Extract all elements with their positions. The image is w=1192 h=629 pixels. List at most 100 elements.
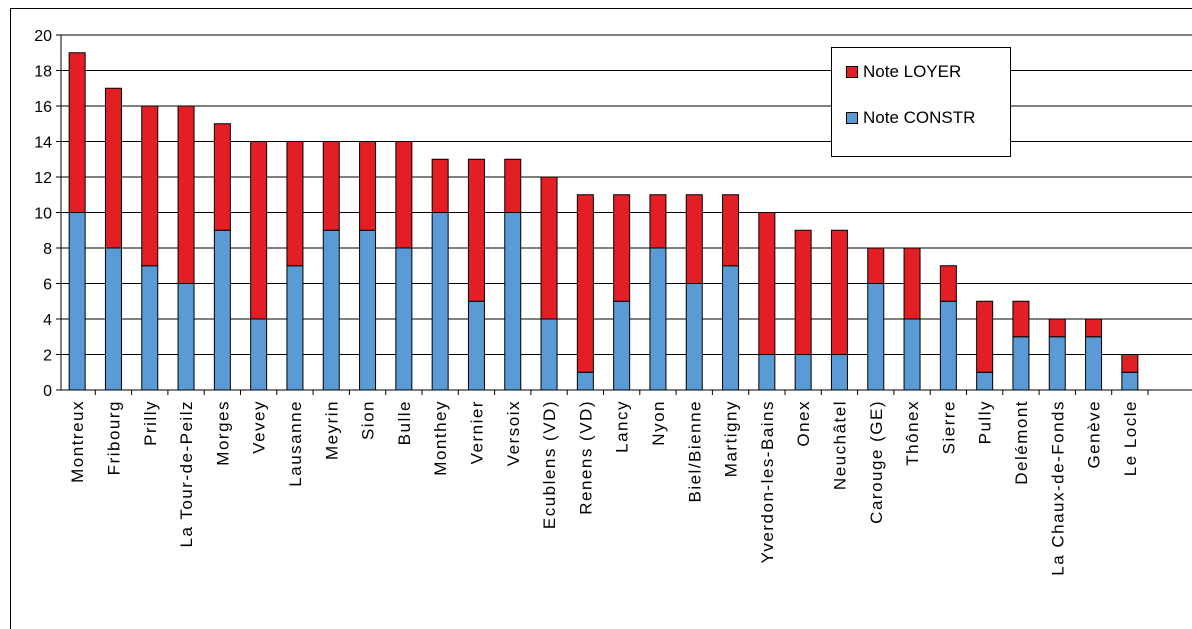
bar-loyer: [213, 123, 231, 231]
legend-label-constr: Note CONSTR: [863, 108, 976, 127]
x-tick-label: La Chaux-de-Fonds: [1048, 400, 1067, 576]
x-tick-label: Vernier: [467, 400, 486, 464]
bar-loyer: [250, 141, 268, 320]
stacked-bar-chart: 0 2 4 6 8 10 12 14 16 18 20 Montreux Fribourg Prilly L…: [34, 28, 1192, 576]
x-tick-label: Sion: [359, 400, 378, 440]
legend-item-constr: Note CONSTR: [846, 108, 975, 128]
bar-constr: [576, 371, 594, 391]
chart-frame: 0 2 4 6 8 10 12 14 16 18 20 Montreux Fribourg Prilly L…: [10, 8, 1192, 629]
bar-loyer: [1121, 354, 1139, 373]
bar-constr: [322, 229, 340, 391]
bar-constr: [613, 300, 631, 391]
x-tick-label: Sierre: [939, 400, 958, 454]
bar-constr: [1048, 336, 1066, 391]
bar-constr: [141, 265, 159, 391]
bar-constr: [722, 265, 740, 391]
y-tick-label: 0: [43, 383, 52, 400]
bar-constr: [758, 354, 776, 391]
bar-constr: [867, 283, 885, 391]
y-tick-label: 14: [34, 135, 52, 152]
bar-constr: [504, 212, 522, 391]
bar-loyer: [794, 229, 812, 355]
bar-loyer: [685, 194, 703, 284]
x-tick-label: Lancy: [613, 400, 632, 453]
legend-swatch-constr: [846, 112, 858, 124]
bar-constr: [649, 247, 667, 391]
y-tick-label: 10: [34, 206, 52, 223]
legend-label-loyer: Note LOYER: [863, 62, 962, 81]
x-tick-label: Vevey: [250, 400, 269, 454]
x-tick-label: Renens (VD): [576, 400, 595, 515]
x-tick-label: Neuchâtel: [830, 400, 849, 490]
x-tick-label: Le Locle: [1121, 400, 1140, 476]
x-tick-label: Carouge (GE): [867, 400, 886, 524]
x-tick-label: Thônex: [903, 400, 922, 466]
bar-constr: [431, 212, 449, 391]
x-tick-label: Fribourg: [104, 400, 123, 475]
bar-constr: [395, 247, 413, 391]
bar-constr: [467, 300, 485, 391]
bar-loyer: [141, 105, 159, 267]
bar-constr: [1012, 336, 1030, 391]
x-tick-label: Versoix: [504, 400, 523, 466]
x-tick-label: Bulle: [395, 400, 414, 445]
bar-loyer: [68, 52, 86, 213]
bar-constr: [1121, 371, 1139, 391]
x-tick-label: La Tour-de-Peilz: [177, 400, 196, 547]
y-tick-label: 20: [34, 28, 52, 45]
bar-constr: [104, 247, 122, 391]
bar-constr: [540, 318, 558, 391]
bar-constr: [177, 283, 195, 391]
x-tick-label: Meyrin: [322, 400, 341, 460]
bar-loyer: [867, 247, 885, 284]
y-tick-label: 12: [34, 170, 52, 187]
bar-loyer: [758, 212, 776, 355]
y-tick-label: 4: [43, 312, 52, 329]
bar-constr: [1085, 336, 1103, 391]
bar-constr: [68, 212, 86, 391]
bar-loyer: [903, 247, 921, 320]
legend-swatch-loyer: [846, 66, 858, 78]
bar-loyer: [395, 141, 413, 249]
x-tick-label: Biel/Bienne: [685, 400, 704, 503]
bar-loyer: [504, 158, 522, 213]
bar-loyer: [722, 194, 740, 267]
x-tick-label: Onex: [794, 400, 813, 447]
y-tick-label: 8: [43, 241, 52, 258]
x-tick-label: Morges: [213, 400, 232, 466]
bar-loyer: [613, 194, 631, 302]
x-tick-label: Montreux: [68, 400, 87, 483]
bar-constr: [976, 371, 994, 391]
y-tick-label: 6: [43, 277, 52, 294]
bar-loyer: [1085, 318, 1103, 338]
bar-loyer: [939, 265, 957, 302]
bar-loyer: [830, 229, 848, 355]
bar-constr: [939, 300, 957, 391]
bar-constr: [685, 283, 703, 391]
legend-item-loyer: Note LOYER: [846, 62, 961, 82]
legend: Note LOYER Note CONSTR: [831, 47, 1011, 157]
bar-constr: [213, 229, 231, 391]
x-tick-label: Delémont: [1012, 400, 1031, 485]
bar-loyer: [1012, 300, 1030, 338]
bar-loyer: [540, 176, 558, 320]
x-tick-label: Prilly: [141, 400, 160, 446]
x-tick-label: Genève: [1085, 400, 1104, 469]
bar-constr: [830, 354, 848, 391]
y-tick-label: 2: [43, 348, 52, 365]
bar-loyer: [286, 141, 304, 267]
bar-loyer: [431, 158, 449, 213]
bar-loyer: [322, 141, 340, 231]
bar-constr: [903, 318, 921, 391]
bar-loyer: [177, 105, 195, 284]
bar-constr: [794, 354, 812, 391]
y-tick-label: 16: [34, 99, 52, 116]
x-tick-label: Martigny: [722, 400, 741, 477]
y-tick-label: 18: [34, 64, 52, 81]
bar-loyer: [467, 158, 485, 302]
bar-loyer: [649, 194, 667, 249]
x-tick-label: Yverdon-les-Bains: [758, 400, 777, 563]
x-tick-label: Nyon: [649, 400, 668, 446]
bar-loyer: [976, 300, 994, 373]
bar-constr: [250, 318, 268, 391]
